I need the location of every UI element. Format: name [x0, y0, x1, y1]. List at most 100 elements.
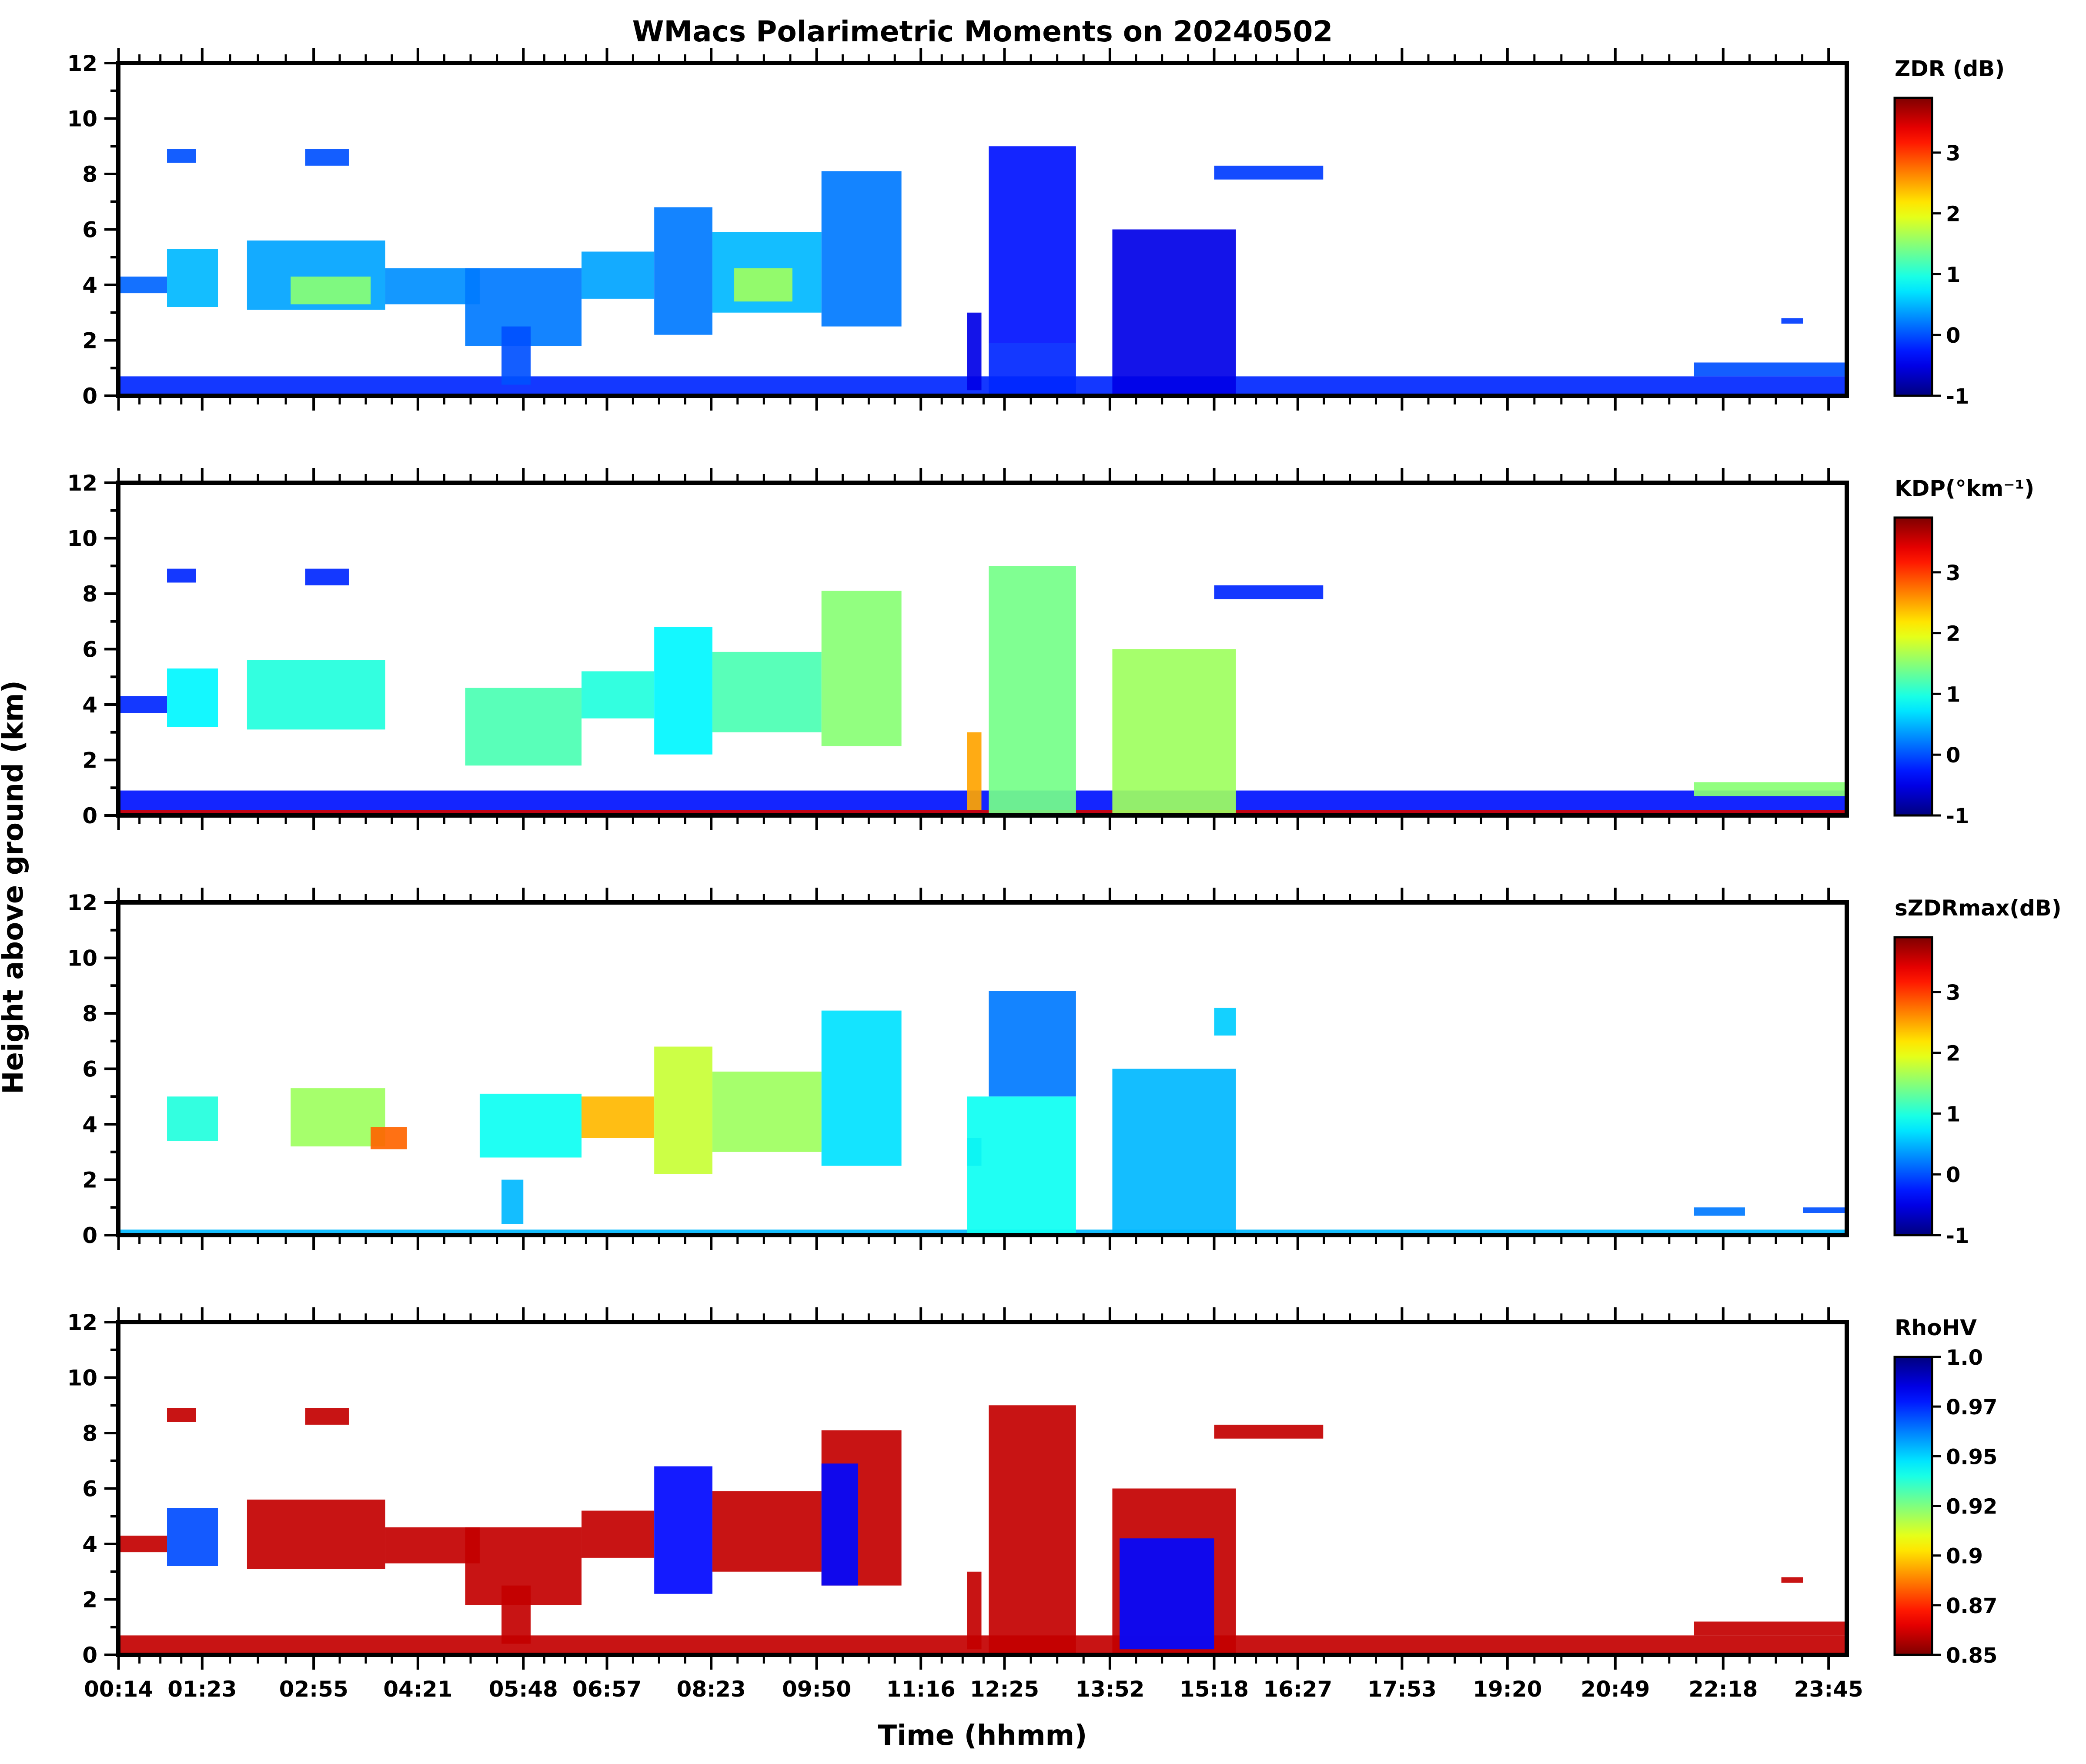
x-tick-label: 13:52: [1075, 1677, 1144, 1702]
y-tick-label: 12: [67, 471, 97, 496]
echo-region: [734, 268, 792, 302]
echo-region: [167, 249, 218, 307]
y-tick-label: 10: [67, 946, 97, 971]
echo-region: [581, 1096, 655, 1138]
y-tick-label: 4: [82, 273, 97, 298]
echo-region: [967, 1096, 1076, 1235]
x-tick-label: 19:20: [1473, 1677, 1542, 1702]
colorbar-tick-label: -1: [1946, 1224, 1969, 1248]
x-tick-label: 12:25: [970, 1677, 1039, 1702]
x-tick-label: 05:48: [489, 1677, 558, 1702]
colorbar: [1893, 516, 1933, 817]
colorbar: [1893, 1356, 1933, 1656]
x-axis-label: Time (hhmm): [878, 1720, 1087, 1752]
y-tick-label: 6: [82, 217, 97, 243]
y-tick-label: 2: [82, 1168, 97, 1193]
plot-frame: [116, 1320, 1849, 1657]
y-tick-label: 0: [82, 803, 97, 829]
echo-region: [1120, 1538, 1214, 1650]
echo-region: [371, 1127, 407, 1149]
colorbar-tick-label: 0.95: [1946, 1445, 1997, 1469]
y-tick-label: 8: [82, 1421, 97, 1446]
echo-layer: [118, 1405, 1847, 1655]
y-tick-label: 8: [82, 1001, 97, 1026]
echo-region: [118, 1535, 167, 1553]
colorbar-label: sZDRmax(dB): [1895, 895, 2062, 921]
colorbar-label: KDP(°km⁻¹): [1895, 476, 2034, 501]
x-tick-label: 01:23: [167, 1677, 237, 1702]
echo-region: [1694, 1207, 1745, 1216]
colorbar-tick-label: 1: [1946, 1102, 1960, 1126]
y-tick-label: 0: [82, 1223, 97, 1248]
colorbar-tick-label: 0: [1946, 1163, 1960, 1187]
y-tick-label: 6: [82, 1477, 97, 1502]
echo-region: [712, 1491, 822, 1572]
echo-region: [479, 1093, 582, 1158]
colorbar-tick-label: 1: [1946, 682, 1960, 707]
echo-region: [1112, 649, 1236, 815]
colorbar-tick-label: 0.92: [1946, 1495, 1997, 1519]
echo-region: [821, 591, 902, 746]
y-tick-label: 2: [82, 748, 97, 773]
echo-region: [989, 146, 1076, 343]
y-tick-label: 0: [82, 384, 97, 409]
echo-region: [967, 732, 982, 810]
y-tick-label: 8: [82, 581, 97, 607]
echo-region: [1214, 1008, 1236, 1036]
colorbar-tick-label: 0.85: [1946, 1644, 1997, 1668]
x-tick-label: 06:57: [572, 1677, 642, 1702]
echo-region: [118, 1635, 1847, 1655]
echo-layer: [118, 146, 1847, 396]
echo-region: [1214, 165, 1324, 180]
y-tick-label: 4: [82, 1532, 97, 1557]
echo-region: [305, 149, 349, 166]
echo-region: [1803, 1207, 1847, 1213]
echo-region: [167, 668, 218, 727]
x-tick-label: 09:50: [782, 1677, 851, 1702]
y-tick-label: 10: [67, 1366, 97, 1391]
echo-region: [501, 1585, 531, 1644]
echo-region: [712, 651, 822, 732]
echo-region: [1781, 1577, 1803, 1583]
echo-region: [465, 688, 582, 766]
y-tick-label: 4: [82, 692, 97, 718]
echo-region: [291, 1088, 385, 1146]
x-tick-label: 20:49: [1581, 1677, 1650, 1702]
echo-region: [581, 1510, 655, 1558]
y-tick-label: 12: [67, 51, 97, 76]
x-tick-label: 11:16: [886, 1677, 956, 1702]
colorbar-tick-label: 0.97: [1946, 1395, 1997, 1420]
y-tick-label: 6: [82, 637, 97, 662]
echo-region: [305, 1408, 349, 1425]
y-tick-label: 10: [67, 526, 97, 551]
echo-region: [989, 343, 1076, 396]
y-tick-label: 2: [82, 1587, 97, 1613]
x-tick-label: 16:27: [1263, 1677, 1332, 1702]
y-tick-label: 8: [82, 162, 97, 187]
colorbar-tick-label: -1: [1946, 804, 1969, 829]
echo-region: [821, 171, 902, 327]
echo-region: [1112, 229, 1236, 396]
echo-region: [385, 268, 480, 304]
colorbar: [1893, 936, 1933, 1236]
echo-region: [247, 660, 385, 730]
echo-region: [654, 1466, 712, 1594]
echo-region: [501, 326, 531, 385]
echo-region: [581, 251, 655, 299]
colorbar-tick-label: 3: [1946, 561, 1960, 585]
echo-region: [167, 1508, 218, 1566]
colorbar-tick-label: 2: [1946, 1042, 1960, 1066]
x-tick-label: 02:55: [279, 1677, 348, 1702]
echo-region: [654, 207, 712, 335]
echo-layer: [118, 566, 1847, 815]
echo-region: [1694, 782, 1847, 796]
echo-region: [581, 671, 655, 718]
echo-region: [291, 276, 371, 304]
echo-region: [118, 376, 1847, 396]
y-tick-label: 4: [82, 1112, 97, 1137]
colorbar-tick-label: 3: [1946, 981, 1960, 1005]
colorbar-label: ZDR (dB): [1895, 56, 2005, 81]
echo-region: [654, 627, 712, 755]
